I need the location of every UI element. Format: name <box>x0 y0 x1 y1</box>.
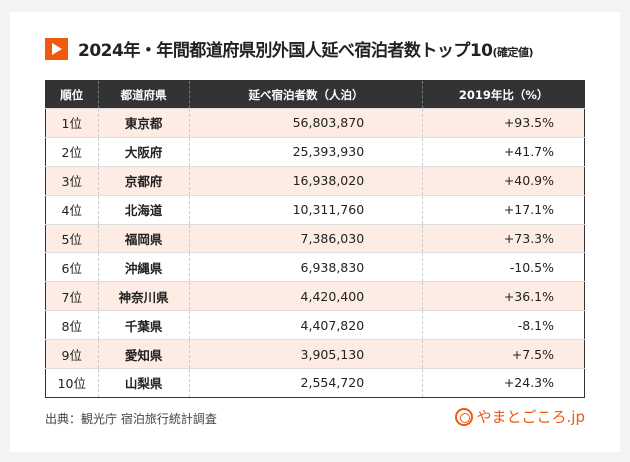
prefecture-cell: 大阪府 <box>97 136 190 167</box>
change-cell: +7.5% <box>422 339 585 369</box>
table-row: 8位 千葉県 4,407,820 -8.1% <box>45 310 585 340</box>
stays-cell: 4,420,400 <box>188 281 423 311</box>
stays-cell: 10,311,760 <box>188 194 423 225</box>
table-row: 10位 山梨県 2,554,720 +24.3% <box>45 368 585 398</box>
stays-cell: 2,554,720 <box>188 368 423 398</box>
rank-cell: 3位 <box>45 165 99 196</box>
table-row: 6位 沖縄県 6,938,830 -10.5% <box>45 252 585 282</box>
column-header: 延べ宿泊者数（人泊） <box>188 80 423 109</box>
page-title: 2024年・年間都道府県別外国人延べ宿泊者数トップ10(確定値) <box>45 36 534 61</box>
rank-cell: 10位 <box>45 368 99 398</box>
change-cell: +36.1% <box>422 281 585 311</box>
prefecture-cell: 福岡県 <box>97 223 190 253</box>
table-row: 9位 愛知県 3,905,130 +7.5% <box>45 339 585 369</box>
stays-cell: 3,905,130 <box>188 339 423 369</box>
logo-icon <box>454 407 473 426</box>
rank-cell: 2位 <box>45 136 99 167</box>
prefecture-cell: 京都府 <box>97 165 190 196</box>
change-cell: +24.3% <box>422 368 585 398</box>
table-row: 2位 大阪府 25,393,930 +41.7% <box>45 136 585 167</box>
rank-cell: 1位 <box>45 108 99 138</box>
change-cell: +17.1% <box>422 194 585 225</box>
rank-cell: 9位 <box>45 339 99 369</box>
title-suffix: (確定値) <box>492 46 534 59</box>
prefecture-cell: 千葉県 <box>97 310 190 340</box>
stays-cell: 7,386,030 <box>188 223 423 253</box>
prefecture-cell: 神奈川県 <box>97 281 190 311</box>
source-note: 出典：観光庁 宿泊旅行統計調査 <box>45 412 217 426</box>
change-cell: +40.9% <box>422 165 585 196</box>
logo-text: やまとごころ.jp <box>476 408 585 426</box>
change-cell: -8.1% <box>422 310 585 340</box>
change-cell: +41.7% <box>422 136 585 167</box>
column-header: 都道府県 <box>97 80 190 109</box>
title-main: 2024年・年間都道府県別外国人延べ宿泊者数トップ10 <box>78 41 493 61</box>
stays-cell: 56,803,870 <box>188 108 423 138</box>
rank-cell: 4位 <box>45 194 99 225</box>
rank-cell: 5位 <box>45 223 99 253</box>
rank-cell: 7位 <box>45 281 99 311</box>
table-row: 7位 神奈川県 4,420,400 +36.1% <box>45 281 585 311</box>
table-row: 4位 北海道 10,311,760 +17.1% <box>45 194 585 225</box>
prefecture-cell: 沖縄県 <box>97 252 190 282</box>
column-header: 2019年比（%） <box>422 80 585 109</box>
table-row: 3位 京都府 16,938,020 +40.9% <box>45 165 585 196</box>
change-cell: +93.5% <box>422 108 585 138</box>
change-cell: -10.5% <box>422 252 585 282</box>
prefecture-cell: 北海道 <box>97 194 190 225</box>
logo[interactable]: やまとごころ.jp <box>454 406 585 427</box>
rank-cell: 6位 <box>45 252 99 282</box>
play-icon <box>45 37 68 60</box>
stays-cell: 16,938,020 <box>188 165 423 196</box>
stays-cell: 25,393,930 <box>188 136 423 167</box>
prefecture-cell: 山梨県 <box>97 368 190 398</box>
table-row: 5位 福岡県 7,386,030 +73.3% <box>45 223 585 253</box>
table-row: 1位 東京都 56,803,870 +93.5% <box>45 108 585 138</box>
stays-cell: 4,407,820 <box>188 310 423 340</box>
stays-cell: 6,938,830 <box>188 252 423 282</box>
column-header: 順位 <box>45 80 99 109</box>
prefecture-cell: 愛知県 <box>97 339 190 369</box>
change-cell: +73.3% <box>422 223 585 253</box>
prefecture-cell: 東京都 <box>97 108 190 138</box>
rank-cell: 8位 <box>45 310 99 340</box>
ranking-table: 順位 都道府県 延べ宿泊者数（人泊） 2019年比（%） 1位 東京都 56,803,87… <box>45 80 585 398</box>
